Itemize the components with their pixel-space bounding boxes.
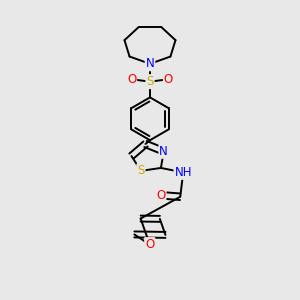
Text: O: O	[145, 238, 154, 251]
Text: N: N	[146, 57, 154, 70]
Text: O: O	[127, 73, 136, 86]
Text: NH: NH	[175, 166, 192, 179]
Text: S: S	[146, 75, 154, 88]
Text: N: N	[159, 145, 168, 158]
Text: S: S	[137, 164, 145, 177]
Text: O: O	[156, 189, 166, 202]
Text: O: O	[164, 73, 173, 86]
